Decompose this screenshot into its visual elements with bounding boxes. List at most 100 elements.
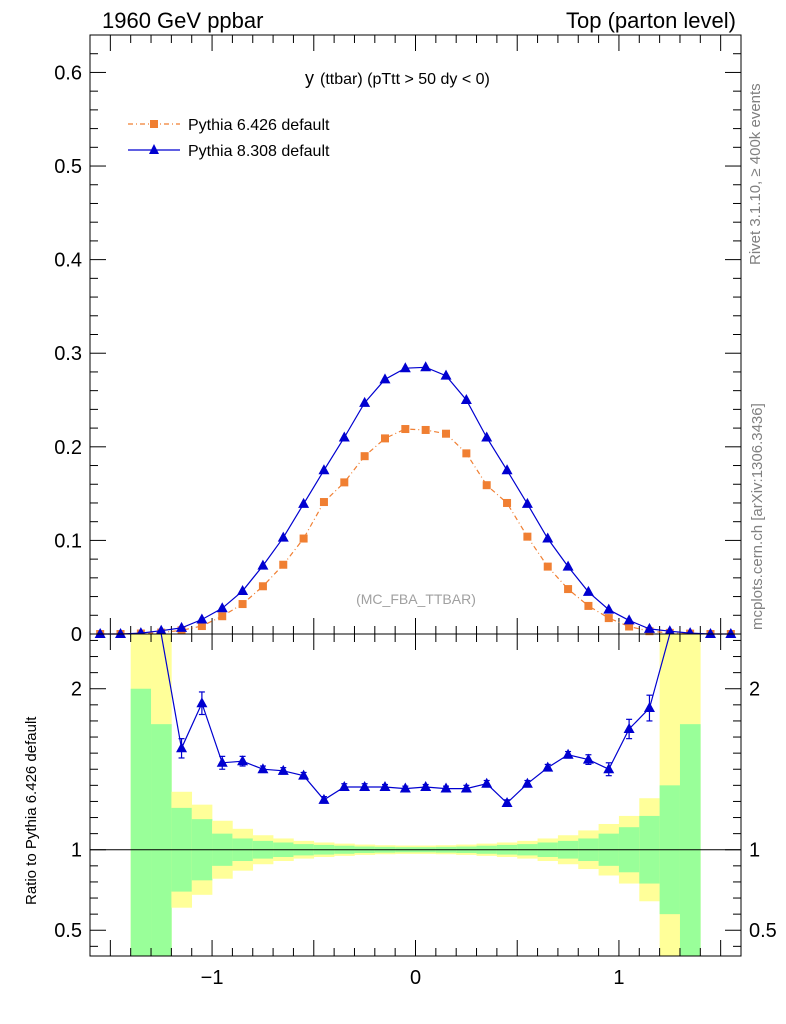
ratio-point (338, 780, 350, 791)
main-panel: 0 0.1 0.2 0.3 0.4 0.5 0.6 y (ttbar) (pTtt > 50 … (54, 34, 742, 646)
main-ytick-label: 0.5 (54, 156, 82, 178)
main-ytick-label: 0.3 (54, 343, 82, 365)
ratio-x-ticks: −1 0 1 (89, 634, 742, 989)
point-pythia6 (340, 478, 349, 487)
point-pythia8 (338, 431, 350, 442)
main-ytick-label: 0.2 (54, 437, 82, 459)
point-pythia8 (481, 431, 493, 442)
ratio-point (359, 780, 371, 791)
point-pythia6 (401, 425, 410, 434)
point-pythia6 (197, 622, 206, 631)
ratio-point (379, 780, 391, 791)
watermark: (MC_FBA_TTBAR) (356, 591, 476, 607)
ratio-point (501, 797, 513, 808)
point-pythia8 (603, 603, 615, 614)
ratio-point (196, 697, 208, 708)
plot-title-main: y (305, 68, 314, 88)
plot-title-sub: (ttbar) (pTtt > 50 dy < 0) (320, 71, 490, 88)
band-inner (130, 688, 152, 956)
rivet-label: Rivet 3.1.10, ≥ 400k events (747, 83, 764, 265)
plot-title: y (ttbar) (pTtt > 50 dy < 0) (305, 68, 490, 88)
point-pythia8 (379, 373, 391, 384)
point-pythia8 (399, 362, 411, 373)
point-pythia6 (442, 429, 451, 438)
ratio-point (643, 702, 655, 713)
point-pythia8 (542, 532, 554, 543)
point-pythia6 (625, 622, 634, 631)
ratio-point (420, 780, 432, 791)
point-pythia8 (643, 622, 655, 633)
legend-label-pythia8: Pythia 8.308 default (188, 143, 330, 160)
point-pythia8 (725, 628, 737, 638)
point-pythia8 (176, 621, 188, 632)
point-pythia8 (501, 464, 513, 475)
ratio-ytick-label-right: 0.5 (749, 920, 777, 942)
main-y-ticks: 0 0.1 0.2 0.3 0.4 0.5 0.6 (54, 34, 741, 646)
ratio-bands (130, 634, 701, 956)
point-pythia8 (216, 602, 228, 613)
point-pythia6 (238, 600, 247, 609)
main-series (94, 361, 737, 638)
point-pythia8 (237, 584, 249, 595)
ratio-point (216, 756, 228, 767)
ratio-point (623, 722, 635, 733)
point-pythia6 (360, 452, 369, 461)
point-pythia6 (564, 585, 573, 594)
point-pythia8 (420, 361, 432, 372)
point-pythia8 (704, 628, 716, 638)
mcplots-label: mcplots.cern.ch [arXiv:1306.3436] (749, 403, 766, 630)
ratio-point (481, 777, 493, 788)
point-pythia6 (218, 612, 227, 621)
point-pythia8 (359, 396, 371, 407)
ratio-point (277, 764, 289, 775)
main-x-ticks (89, 35, 742, 634)
point-pythia6 (258, 582, 267, 591)
ratio-ytick-label-left: 2 (71, 679, 82, 701)
point-pythia6 (543, 562, 552, 571)
point-pythia6 (380, 434, 389, 443)
ratio-point (603, 763, 615, 774)
ratio-xtick-label: 1 (613, 967, 624, 989)
point-pythia8 (257, 559, 269, 570)
ratio-point (460, 782, 472, 793)
point-pythia6 (503, 498, 512, 507)
ratio-point (562, 748, 574, 759)
point-pythia8 (94, 628, 106, 638)
point-pythia8 (155, 624, 167, 635)
point-pythia8 (582, 585, 594, 596)
legend: Pythia 6.426 default Pythia 8.308 defaul… (128, 117, 330, 160)
ratio-point (542, 761, 554, 772)
point-pythia6 (319, 498, 328, 507)
main-ytick-label: 0.4 (54, 250, 82, 272)
ratio-line (160, 633, 671, 804)
point-pythia8 (196, 613, 208, 624)
point-pythia8 (115, 628, 127, 638)
point-pythia6 (421, 425, 430, 434)
point-pythia6 (299, 534, 308, 543)
ratio-series (160, 633, 671, 808)
ratio-ylabel: Ratio to Pythia 6.426 default (23, 716, 40, 905)
point-pythia6 (604, 614, 613, 623)
point-pythia8 (664, 625, 676, 636)
ratio-point (237, 755, 249, 766)
ratio-xtick-label: 0 (410, 967, 421, 989)
ratio-xtick-label: −1 (201, 967, 224, 989)
ratio-ytick-label-right: 2 (749, 679, 760, 701)
main-ytick-label: 0 (71, 624, 82, 646)
point-pythia6 (584, 601, 593, 610)
point-pythia8 (440, 369, 452, 380)
point-pythia8 (277, 531, 289, 542)
header-right: Top (parton level) (566, 8, 736, 33)
ratio-point (399, 782, 411, 793)
ratio-panel: 0.5 0.5 1 1 2 2 −1 0 1 (54, 633, 777, 989)
ratio-point (176, 742, 188, 753)
point-pythia8 (562, 560, 574, 571)
ratio-ytick-label-left: 0.5 (54, 920, 82, 942)
point-pythia6 (523, 532, 532, 541)
legend-marker-pythia6 (150, 120, 158, 128)
legend-label-pythia6: Pythia 6.426 default (188, 117, 330, 134)
legend-marker-pythia8 (149, 144, 159, 154)
ratio-point (257, 763, 269, 774)
ratio-point (440, 782, 452, 793)
